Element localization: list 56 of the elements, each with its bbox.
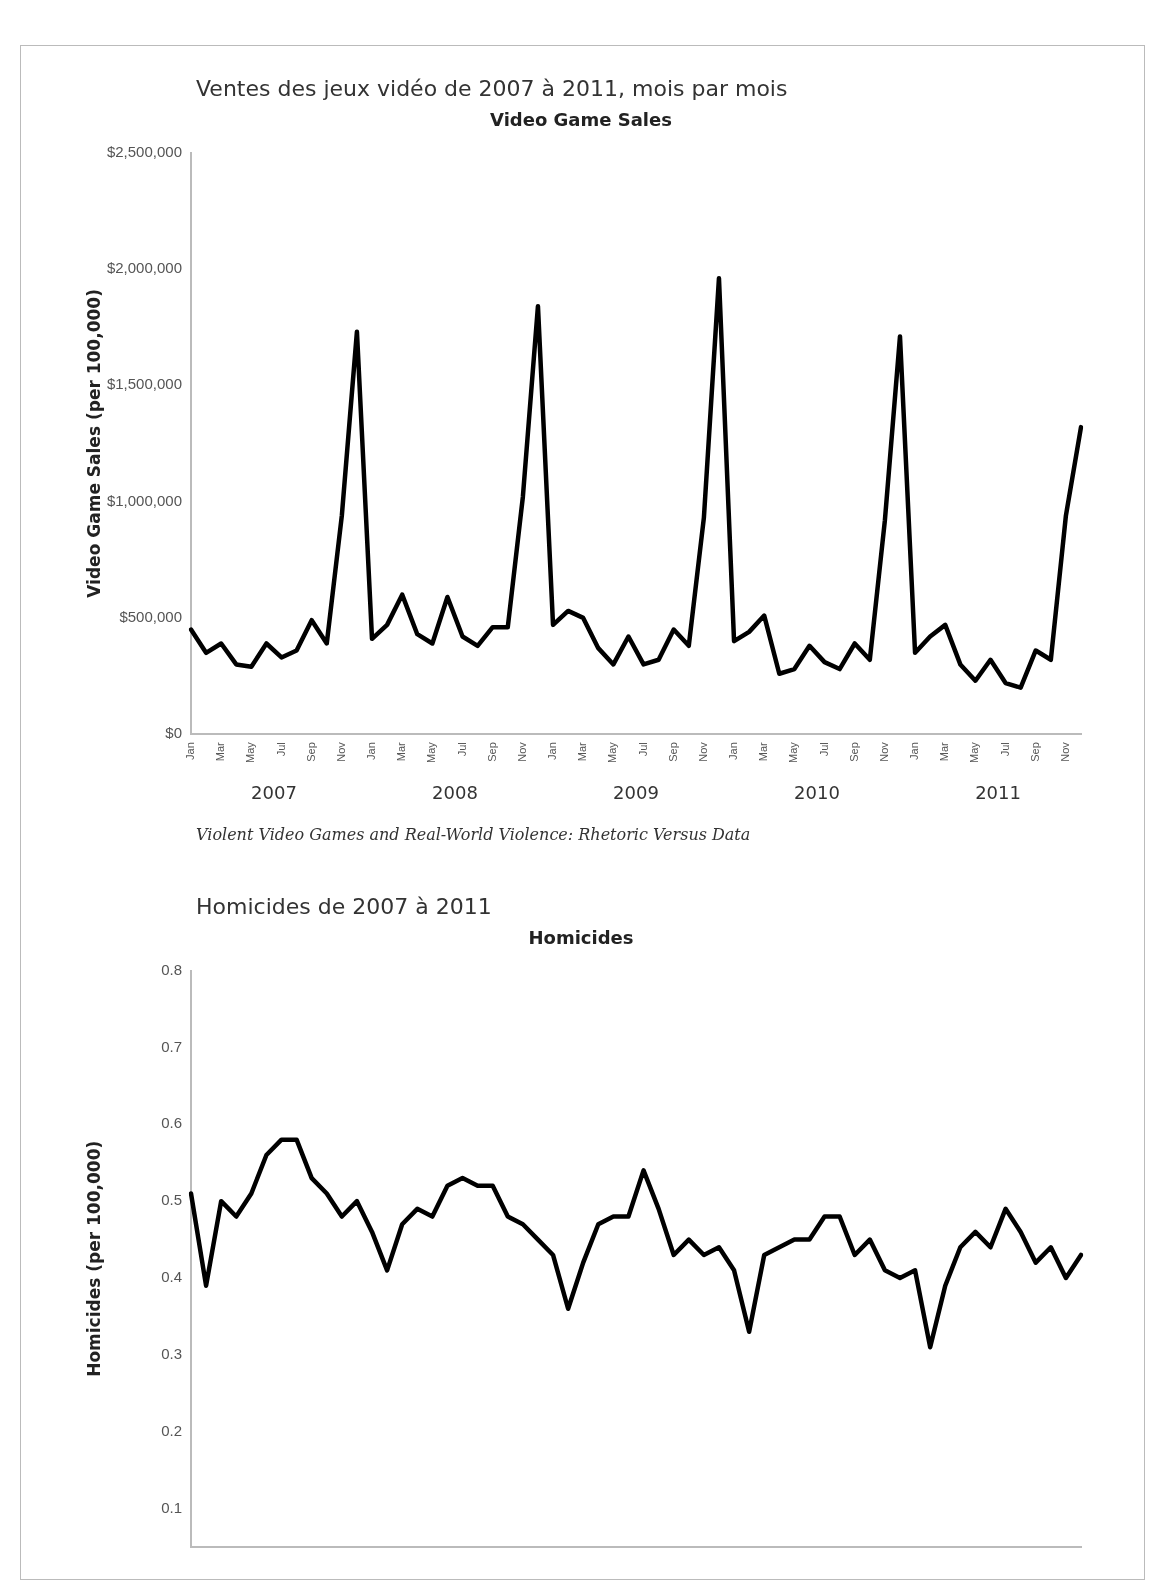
x-tick-label: Sep <box>485 742 498 762</box>
x-tick-label: Jul <box>998 742 1011 757</box>
x-tick-label: Jan <box>727 742 740 760</box>
x-tick-label: Mar <box>938 741 951 762</box>
x-tick-label: Jan <box>184 742 197 760</box>
x-tick-label: Mar <box>214 741 227 762</box>
y-tick-label: $1,500,000 <box>106 375 182 393</box>
x-tick-label: Sep <box>847 742 860 762</box>
x-tick-label: Jul <box>455 742 468 757</box>
x-tick-label: Nov <box>334 741 347 762</box>
chart-subtitle: Video Game Sales <box>490 109 672 131</box>
x-tick-label: Mar <box>395 741 408 762</box>
x-tick-label: Nov <box>1058 741 1071 762</box>
x-tick-label: Jul <box>274 742 287 757</box>
x-tick-label: Nov <box>877 741 890 762</box>
x-tick-label: May <box>244 741 257 763</box>
chart-subtitle: Homicides <box>528 927 634 949</box>
x-tick-label: Jul <box>817 742 830 757</box>
y-axis-title: Homicides (per 100,000) <box>83 1140 104 1377</box>
y-tick-label: 0.4 <box>161 1268 182 1286</box>
chart-title: Ventes des jeux vidéo de 2007 à 2011, mois par mois <box>196 76 789 101</box>
text: Violent Video Games and Real-World Violence: Rhetoric Versus Data <box>196 825 752 844</box>
y-tick-label: 0.3 <box>161 1345 182 1363</box>
x-tick-label: Sep <box>666 742 679 762</box>
y-tick-label: 0.7 <box>161 1037 182 1055</box>
y-tick-label: $2,500,000 <box>106 142 182 160</box>
x-tick-label: Jan <box>908 742 921 760</box>
x-tick-label: Sep <box>1028 742 1041 762</box>
text: 2008 <box>432 781 478 803</box>
y-tick-label: 0.2 <box>161 1421 182 1439</box>
x-tick-label: Jul <box>636 742 649 757</box>
text: 2009 <box>613 781 659 803</box>
y-tick-label: 0.6 <box>161 1114 182 1132</box>
x-tick-label: Mar <box>576 741 589 762</box>
x-tick-label: May <box>606 741 619 763</box>
x-tick-label: Nov <box>696 741 709 762</box>
x-tick-label: May <box>787 741 800 763</box>
x-tick-label: May <box>425 741 438 763</box>
y-tick-label: $1,000,000 <box>106 491 182 509</box>
x-tick-label: May <box>968 741 981 763</box>
x-tick-label: Jan <box>546 742 559 760</box>
x-tick-label: Nov <box>515 741 528 762</box>
text: 2010 <box>794 781 840 803</box>
text: 2007 <box>251 781 297 803</box>
y-tick-label: 0.5 <box>161 1191 182 1209</box>
text: 2011 <box>975 781 1021 803</box>
x-tick-label: Jan <box>365 742 378 760</box>
y-tick-label: $500,000 <box>119 608 182 626</box>
x-tick-label: Sep <box>304 742 317 762</box>
y-tick-label: 0.8 <box>161 960 182 978</box>
x-tick-label: Mar <box>757 741 770 762</box>
y-axis-title: Video Game Sales (per 100,000) <box>83 289 104 598</box>
y-tick-label: 0.1 <box>161 1498 182 1516</box>
y-tick-label: $0 <box>165 724 182 742</box>
y-tick-label: $2,000,000 <box>106 259 182 277</box>
chart-title: Homicides de 2007 à 2011 <box>196 894 493 919</box>
